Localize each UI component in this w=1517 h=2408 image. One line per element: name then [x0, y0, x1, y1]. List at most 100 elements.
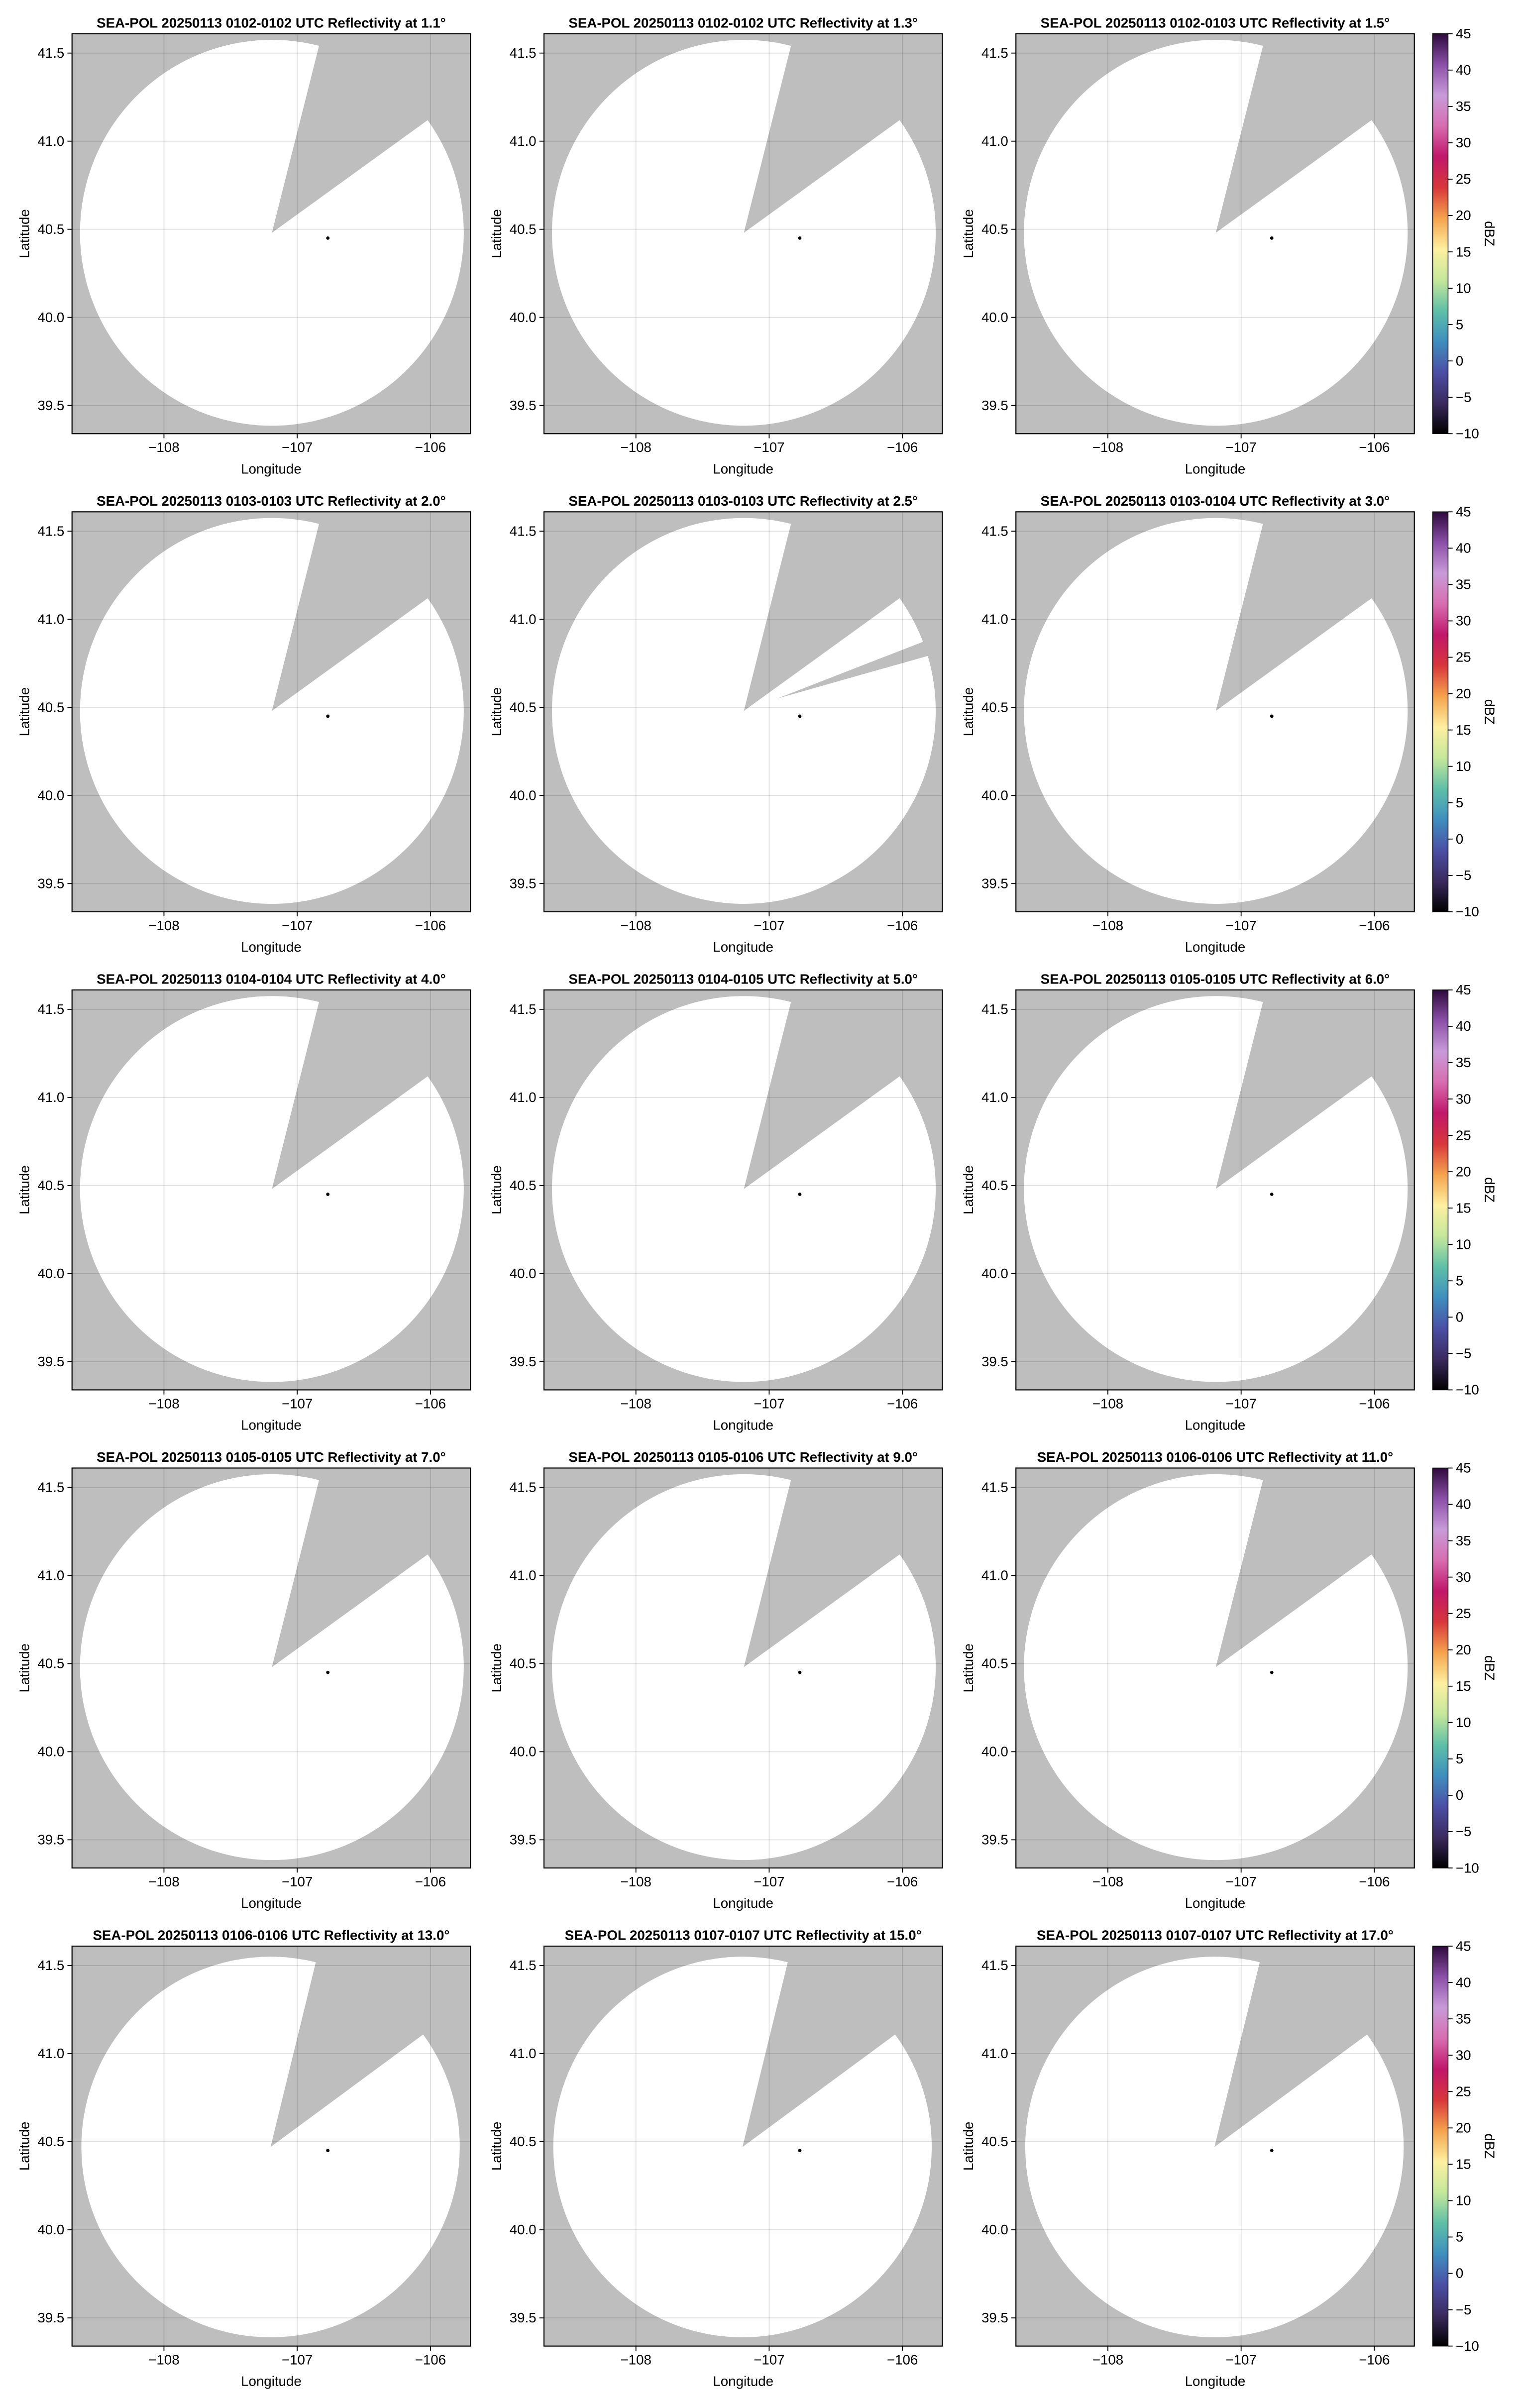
plot-frame: [71, 989, 471, 1391]
x-axis-label: Longitude: [1185, 461, 1246, 476]
y-tick-label: 41.5: [37, 1958, 64, 1973]
colorbar-tick-label: 5: [1456, 795, 1463, 810]
chart-title: SEA-POL 20250113 0107-0107 UTC Reflectiv…: [1037, 1928, 1394, 1943]
colorbar-tick-label: 35: [1456, 1055, 1471, 1070]
y-axis-label: Latitude: [489, 687, 504, 737]
x-tick-label: −106: [887, 439, 918, 455]
colorbar-tick-label: 20: [1456, 1642, 1471, 1657]
colorbar-tick-label: 15: [1456, 244, 1471, 259]
colorbar-tick-label: 5: [1456, 1273, 1463, 1289]
colorbar-label: dBZ: [1482, 1655, 1497, 1681]
coverage-gap: [744, 512, 943, 711]
panel: −108 −107 −106 39.5 40.0 40.5 41.0 41.5 SEA-POL …: [489, 15, 943, 476]
chart-title: SEA-POL 20250113 0105-0106 UTC Reflectiv…: [568, 1449, 918, 1465]
x-tick-label: −108: [1092, 439, 1123, 455]
radar-location: [326, 1193, 330, 1196]
colorbar-tick-label: 30: [1456, 135, 1471, 150]
y-tick-label: 41.5: [981, 1001, 1008, 1017]
y-tick-label: 41.5: [510, 1958, 537, 1973]
x-tick-label: −107: [282, 2352, 313, 2368]
colorbar-tick-label: 25: [1456, 650, 1471, 665]
coverage-gap: [1215, 33, 1414, 233]
colorbar-label: dBZ: [1482, 699, 1497, 725]
colorbar-tick-label: 20: [1456, 686, 1471, 701]
colorbar-tick-label: 30: [1456, 613, 1471, 629]
y-tick-label: 40.0: [510, 310, 537, 325]
y-tick-label: 41.0: [37, 611, 64, 627]
plot-area: [72, 33, 471, 434]
plot-frame: [1015, 989, 1415, 1391]
radar-location: [326, 236, 330, 240]
y-tick-label: 39.5: [37, 2310, 64, 2325]
panel: −108 −107 −106 39.5 40.0 40.5 41.0 41.5 SEA-POL …: [961, 15, 1497, 476]
colorbar-tick-label: 20: [1456, 208, 1471, 223]
chart-title: SEA-POL 20250113 0102-0102 UTC Reflectiv…: [97, 15, 446, 30]
coverage-gap: [272, 512, 471, 711]
plot-frame: [71, 511, 471, 912]
x-tick-label: −107: [754, 439, 784, 455]
y-tick-label: 40.5: [981, 699, 1008, 715]
y-tick-label: 40.5: [510, 699, 537, 715]
coverage-gap: [744, 1468, 943, 1667]
chart-title: SEA-POL 20250113 0103-0103 UTC Reflectiv…: [97, 493, 446, 509]
radar-location: [1270, 2149, 1274, 2153]
y-tick-label: 40.5: [981, 221, 1008, 237]
y-tick-label: 40.0: [37, 1266, 64, 1281]
x-tick-label: −106: [415, 2352, 446, 2368]
colorbar-tick-label: −5: [1456, 1824, 1472, 1839]
x-axis-label: Longitude: [241, 1895, 302, 1911]
colorbar-tick-label: 45: [1456, 1938, 1471, 1954]
plot-frame: [1015, 511, 1415, 912]
y-tick-label: 41.0: [981, 1090, 1008, 1105]
x-tick-label: −107: [282, 918, 313, 933]
x-tick-label: −108: [1092, 918, 1123, 933]
panel: −108 −107 −106 39.5 40.0 40.5 41.0 41.5 SEA-POL …: [489, 1928, 943, 2389]
y-tick-label: 39.5: [981, 398, 1008, 413]
colorbar-tick-label: 0: [1456, 1787, 1463, 1803]
y-tick-label: 39.5: [37, 398, 64, 413]
y-axis-label: Latitude: [489, 2122, 504, 2171]
panel: −108 −107 −106 39.5 40.0 40.5 41.0 41.5 SEA-POL …: [489, 1449, 943, 1911]
coverage-gap: [272, 33, 471, 233]
x-tick-label: −108: [621, 2352, 651, 2368]
chart-title: SEA-POL 20250113 0106-0106 UTC Reflectiv…: [1037, 1449, 1393, 1465]
y-tick-label: 39.5: [981, 876, 1008, 891]
colorbar: [1432, 33, 1449, 435]
colorbar-label: dBZ: [1482, 221, 1497, 246]
y-tick-label: 40.0: [981, 1744, 1008, 1759]
x-tick-label: −108: [148, 918, 179, 933]
plot-area: [1016, 989, 1414, 1390]
plot-frame: [543, 1945, 943, 2347]
colorbar: [1432, 1946, 1449, 2347]
x-tick-label: −106: [1359, 2352, 1390, 2368]
x-axis-label: Longitude: [713, 2374, 773, 2389]
y-axis-label: Latitude: [961, 209, 976, 258]
y-axis-label: Latitude: [16, 1643, 32, 1693]
colorbar-tick-label: −5: [1456, 2302, 1472, 2317]
y-tick-label: 40.5: [981, 1178, 1008, 1193]
panel: −108 −107 −106 39.5 40.0 40.5 41.0 41.5 SEA-POL …: [489, 493, 943, 955]
x-tick-label: −106: [887, 1874, 918, 1889]
colorbar: [1432, 1467, 1449, 1868]
plot-area: [72, 1468, 471, 1868]
x-axis-label: Longitude: [1185, 2374, 1246, 2389]
y-tick-label: 40.5: [510, 1178, 537, 1193]
y-axis-label: Latitude: [961, 687, 976, 737]
colorbar-tick-label: 35: [1456, 2011, 1471, 2026]
plot-frame: [543, 33, 943, 435]
radar-location: [1270, 236, 1274, 240]
colorbar-tick-label: 40: [1456, 1497, 1471, 1512]
colorbar-label: dBZ: [1482, 2133, 1497, 2159]
colorbar-tick-label: 20: [1456, 2120, 1471, 2136]
plot-area: [1016, 1946, 1414, 2346]
plot-area: [543, 1468, 943, 1868]
x-tick-label: −108: [621, 439, 651, 455]
x-tick-label: −106: [887, 2352, 918, 2368]
x-axis-label: Longitude: [241, 1418, 302, 1433]
coverage-gap: [1215, 512, 1414, 711]
y-tick-label: 40.0: [510, 1266, 537, 1281]
panel: −108 −107 −106 39.5 40.0 40.5 41.0 41.5 SEA-POL …: [16, 493, 471, 955]
y-tick-label: 40.5: [510, 221, 537, 237]
plot-area: [543, 33, 943, 434]
y-tick-label: 41.5: [981, 1958, 1008, 1973]
